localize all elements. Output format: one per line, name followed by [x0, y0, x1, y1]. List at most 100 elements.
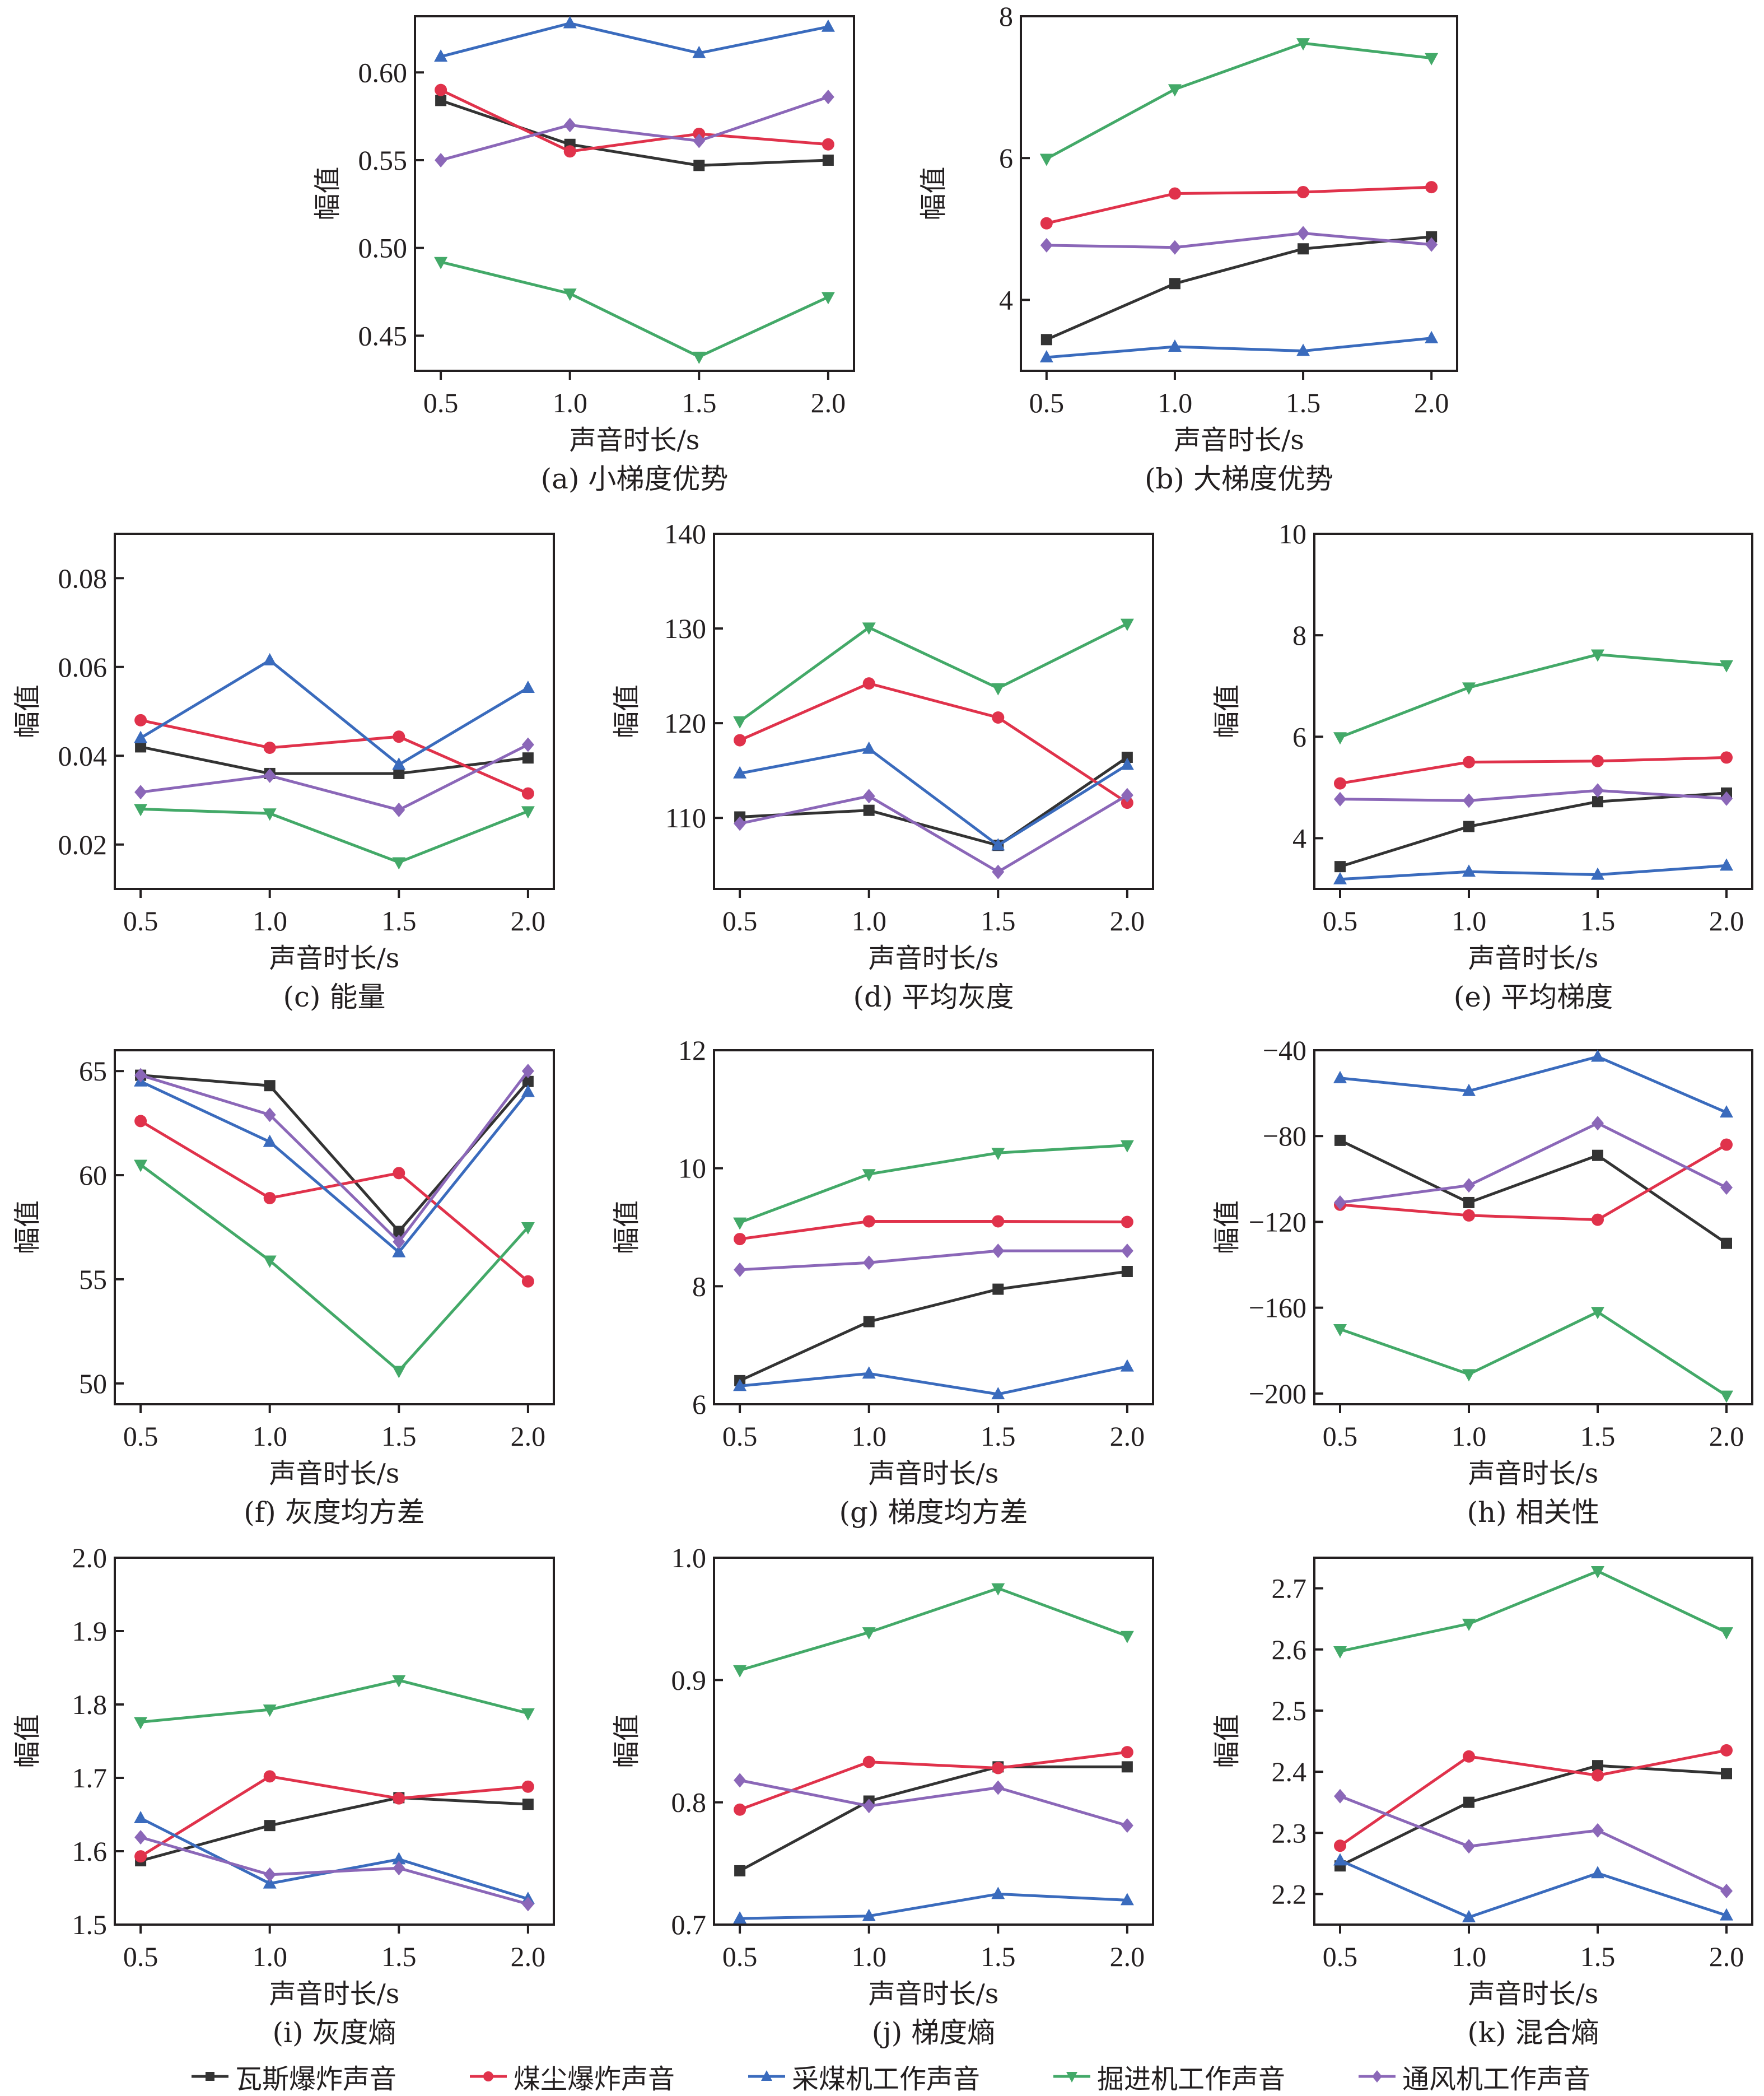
subplot-g: 6 8 10 12 0.5 1.0 1.5 2.0 声音时长/s 幅值 (g) 梯度均方差 — [611, 1035, 1154, 1529]
x-tick-label: 1.0 — [1452, 1420, 1487, 1452]
data-point-circle — [862, 677, 875, 690]
x-tick-label: 1.5 — [381, 1941, 417, 1972]
data-point-triangle-up — [134, 1811, 148, 1824]
subplot-e: 4 6 8 10 0.5 1.0 1.5 2.0 声音时长/s 幅值 (e) 平均梯度 — [1211, 518, 1753, 1013]
data-point-square — [863, 804, 875, 816]
series-line — [1046, 231, 1432, 249]
series-line — [1340, 756, 1727, 785]
data-point-triangle-down — [991, 683, 1005, 696]
data-point-triangle-down — [1462, 682, 1476, 695]
data-point-diamond — [134, 785, 147, 800]
data-point-triangle-down — [263, 808, 277, 821]
y-axis-title: 幅值 — [611, 1200, 642, 1254]
y-tick-label: 4 — [1292, 822, 1306, 854]
x-tick-label: 1.0 — [252, 1420, 287, 1452]
data-point-triangle-down — [1720, 660, 1733, 673]
y-axis-title: 幅值 — [1211, 1200, 1243, 1254]
y-tick-label: 60 — [79, 1159, 107, 1191]
y-axis-title: 幅值 — [12, 1200, 43, 1254]
subplot-caption: (c) 能量 — [283, 981, 386, 1013]
series-line — [141, 807, 529, 864]
plot-frame — [1313, 533, 1753, 890]
data-point-diamond — [563, 118, 576, 133]
data-point-diamond — [1592, 1116, 1604, 1131]
data-point-diamond — [1121, 788, 1133, 803]
y-tick-label: −160 — [1249, 1292, 1306, 1324]
series-line — [140, 1070, 529, 1243]
x-tick-label: 2.0 — [1414, 387, 1449, 418]
data-point-triangle-down — [521, 1222, 535, 1235]
data-point-triangle-up — [733, 1378, 747, 1391]
data-point-triangle-up — [821, 19, 835, 32]
series-line — [1340, 1143, 1728, 1222]
series-line — [739, 1249, 1127, 1271]
data-point-triangle-up — [134, 730, 148, 743]
data-point-triangle-up — [1120, 757, 1134, 770]
x-axis-title: 声音时长/s — [570, 425, 700, 456]
subplot-caption: (j) 梯度熵 — [872, 2016, 995, 2049]
x-tick-label: 1.0 — [851, 1941, 886, 1972]
y-tick-label: 1.5 — [72, 1909, 108, 1940]
series-line — [739, 794, 1128, 874]
data-point-triangle-down — [1425, 53, 1439, 66]
subplot-caption: (d) 平均灰度 — [853, 981, 1014, 1013]
data-point-square — [1463, 821, 1474, 832]
legend-label: 采煤机工作声音 — [791, 2064, 980, 2095]
series-line — [1046, 235, 1432, 341]
data-point-square — [1721, 1237, 1732, 1249]
plot-frame — [1020, 15, 1458, 372]
y-tick-label: 2.6 — [1272, 1634, 1307, 1665]
data-point-circle — [992, 1215, 1005, 1228]
x-axis-title: 声音时长/s — [269, 943, 400, 974]
series-line — [739, 1765, 1127, 1873]
data-point-triangle-down — [563, 288, 577, 301]
data-point-circle — [134, 1850, 147, 1863]
data-point-triangle-down — [733, 716, 747, 729]
data-point-diamond — [134, 1068, 147, 1083]
data-point-triangle-down — [733, 1665, 747, 1678]
x-tick-label: 1.0 — [851, 1420, 886, 1452]
data-point-diamond — [393, 1235, 405, 1250]
data-point-circle — [521, 1780, 534, 1793]
data-point-circle — [393, 1167, 405, 1180]
data-point-diamond — [734, 1262, 746, 1277]
data-point-triangle-up — [434, 49, 448, 62]
data-point-diamond — [734, 1773, 746, 1788]
y-tick-label: 0.45 — [358, 320, 408, 351]
data-point-diamond — [1121, 1243, 1133, 1259]
data-point-triangle-down — [733, 1217, 747, 1230]
subplot-caption: (i) 灰度熵 — [273, 2016, 396, 2049]
data-point-square — [393, 767, 405, 779]
data-point-square — [1463, 1796, 1474, 1808]
x-tick-label: 2.0 — [1110, 905, 1145, 937]
data-point-triangle-down — [263, 1704, 277, 1717]
data-point-diamond — [1334, 791, 1346, 807]
y-tick-label: 0.9 — [671, 1664, 707, 1696]
subplot-i: 1.5 1.6 1.7 1.8 1.9 2.0 0.5 1.0 1.5 2.0 声音时长/s 幅值 (i… — [12, 1542, 555, 2049]
legend-item-roadheader: 掘进机工作声音 — [1052, 2057, 1285, 2096]
data-point-triangle-down — [821, 292, 835, 305]
y-tick-label: 130 — [664, 613, 706, 644]
y-axis-title: 幅值 — [611, 1714, 642, 1768]
x-tick-label: 1.5 — [1286, 387, 1321, 418]
data-point-triangle-up — [1333, 1853, 1347, 1866]
data-point-diamond — [1425, 237, 1438, 252]
y-tick-label: 1.9 — [72, 1615, 108, 1647]
y-tick-label: 1.8 — [72, 1689, 108, 1720]
y-tick-label: 8 — [1292, 620, 1306, 651]
plot-frame — [414, 15, 855, 372]
data-point-circle — [992, 1762, 1005, 1774]
data-point-circle — [263, 741, 276, 754]
x-tick-label: 0.5 — [722, 1420, 758, 1452]
x-tick-label: 1.5 — [1580, 1941, 1616, 1972]
series-line — [1046, 185, 1432, 225]
data-point-square — [1334, 861, 1346, 873]
subplot-caption: (e) 平均梯度 — [1454, 981, 1613, 1013]
data-point-diamond — [521, 737, 534, 752]
data-point-circle — [263, 1191, 276, 1204]
x-axis-title: 声音时长/s — [869, 1978, 999, 2010]
series-line — [739, 747, 1128, 847]
y-tick-label: 0.7 — [671, 1909, 707, 1940]
plot-frame — [713, 1049, 1154, 1405]
series-line — [139, 1774, 529, 1858]
